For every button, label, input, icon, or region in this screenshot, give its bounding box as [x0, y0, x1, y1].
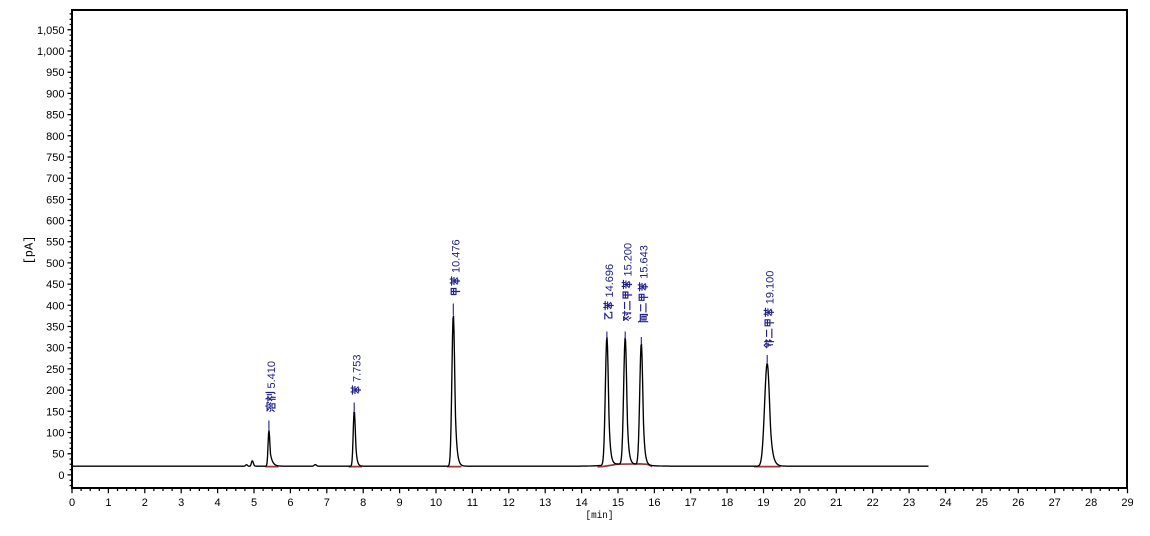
svg-text:950: 950 [46, 67, 64, 79]
svg-text:8: 8 [360, 497, 366, 509]
svg-text:19.100: 19.100 [764, 271, 776, 305]
svg-text:850: 850 [46, 110, 64, 122]
svg-text:28: 28 [1085, 497, 1097, 509]
svg-text:14.696: 14.696 [604, 264, 616, 298]
svg-text:20: 20 [794, 497, 806, 509]
svg-text:150: 150 [46, 406, 64, 418]
svg-text:16: 16 [648, 497, 660, 509]
svg-text:1: 1 [105, 497, 111, 509]
svg-text:200: 200 [46, 385, 64, 397]
svg-text:26: 26 [1012, 497, 1024, 509]
svg-text:[pA]: [pA] [23, 236, 37, 265]
svg-text:650: 650 [46, 194, 64, 206]
svg-text:11: 11 [467, 497, 478, 509]
svg-text:900: 900 [46, 88, 64, 100]
svg-text:750: 750 [46, 152, 64, 164]
svg-text:15.643: 15.643 [639, 245, 651, 279]
svg-text:10: 10 [430, 497, 442, 509]
svg-text:250: 250 [46, 364, 64, 376]
svg-text:400: 400 [46, 300, 64, 312]
svg-text:3: 3 [178, 497, 184, 509]
svg-text:15: 15 [612, 497, 624, 509]
svg-text:0: 0 [58, 470, 64, 482]
svg-text:500: 500 [46, 258, 64, 270]
svg-text:700: 700 [46, 173, 64, 185]
svg-text:15.200: 15.200 [622, 243, 634, 277]
svg-text:0: 0 [69, 497, 75, 509]
svg-text:6: 6 [287, 497, 293, 509]
svg-text:14: 14 [575, 497, 587, 509]
svg-text:300: 300 [46, 343, 64, 355]
svg-text:600: 600 [46, 216, 64, 228]
svg-text:12: 12 [503, 497, 515, 509]
svg-text:19: 19 [757, 497, 769, 509]
svg-text:7.753: 7.753 [351, 354, 363, 382]
svg-text:550: 550 [46, 237, 64, 249]
svg-text:10.476: 10.476 [451, 239, 463, 273]
svg-text:[min]: [min] [585, 510, 613, 522]
svg-text:25: 25 [976, 497, 988, 509]
svg-text:5.410: 5.410 [266, 361, 278, 389]
svg-text:18: 18 [721, 497, 733, 509]
svg-text:9: 9 [397, 497, 403, 509]
svg-text:450: 450 [46, 279, 64, 291]
svg-text:1,050: 1,050 [37, 25, 65, 37]
svg-text:1,000: 1,000 [37, 46, 65, 58]
svg-text:24: 24 [939, 497, 951, 509]
svg-text:23: 23 [903, 497, 915, 509]
svg-text:27: 27 [1049, 497, 1061, 509]
svg-text:800: 800 [46, 131, 64, 143]
svg-text:100: 100 [46, 428, 64, 440]
svg-text:50: 50 [52, 449, 64, 461]
svg-text:22: 22 [867, 497, 879, 509]
svg-text:29: 29 [1121, 497, 1133, 509]
svg-text:2: 2 [142, 497, 148, 509]
svg-text:5: 5 [251, 497, 257, 509]
svg-text:350: 350 [46, 322, 64, 334]
svg-text:13: 13 [539, 497, 551, 509]
svg-text:4: 4 [215, 497, 221, 509]
svg-text:21: 21 [830, 497, 842, 509]
svg-text:7: 7 [324, 497, 330, 509]
svg-text:17: 17 [685, 497, 697, 509]
